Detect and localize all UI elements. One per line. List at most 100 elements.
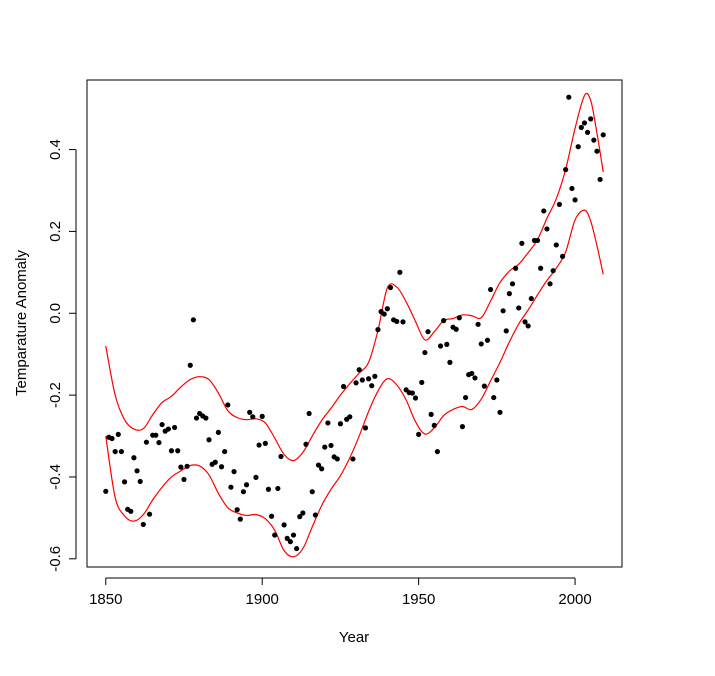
data-point (300, 510, 306, 516)
data-point (578, 124, 584, 131)
data-point (234, 507, 240, 513)
confidence-bands (105, 92, 604, 558)
data-point (563, 167, 569, 173)
data-point (231, 469, 237, 475)
data-point (175, 448, 181, 454)
data-point (247, 409, 253, 415)
data-point (319, 466, 325, 472)
data-point (572, 197, 578, 203)
data-point (297, 514, 303, 520)
data-point (397, 269, 403, 275)
data-point (262, 440, 268, 447)
data-point (456, 315, 462, 321)
data-point (447, 359, 453, 365)
data-point (290, 532, 297, 538)
data-point (591, 137, 597, 143)
data-point (416, 431, 422, 438)
data-point (400, 319, 406, 325)
data-point (121, 479, 128, 485)
data-point (287, 539, 293, 545)
data-point (281, 522, 287, 528)
data-point (412, 395, 419, 401)
data-point (525, 323, 531, 329)
data-point (134, 468, 140, 474)
data-point (340, 383, 347, 390)
y-tick-label: -0.6 (47, 546, 64, 572)
data-point (225, 402, 231, 408)
data-point (243, 482, 250, 488)
y-tick-label: -0.2 (47, 382, 64, 408)
data-point (516, 305, 522, 311)
data-point (519, 240, 525, 246)
data-point (387, 284, 394, 291)
data-point (222, 448, 228, 455)
data-point (303, 441, 309, 447)
y-tick-label: -0.4 (47, 464, 64, 490)
data-point (369, 383, 375, 389)
data-point (312, 512, 318, 518)
data-point (513, 265, 519, 271)
data-point (206, 437, 212, 443)
data-point (462, 394, 469, 401)
data-point (553, 242, 559, 248)
data-point (500, 308, 506, 314)
data-point (559, 253, 566, 259)
data-point (153, 432, 159, 438)
upper-band-line (105, 92, 604, 462)
data-point (294, 545, 300, 552)
data-point (522, 319, 528, 325)
data-point (488, 286, 494, 293)
data-point (372, 373, 378, 379)
data-point (469, 370, 475, 377)
data-point (212, 459, 218, 465)
data-point (272, 532, 278, 538)
data-point (337, 421, 344, 427)
data-point (550, 268, 556, 274)
data-point (494, 377, 500, 383)
y-tick-label: 0.0 (47, 303, 64, 324)
data-point (218, 464, 225, 470)
data-point (541, 208, 547, 214)
data-point (128, 508, 134, 514)
data-point (575, 144, 581, 150)
data-point (444, 341, 450, 347)
data-point (481, 383, 487, 389)
data-point (181, 476, 187, 483)
data-point (394, 318, 400, 325)
data-point (259, 413, 265, 419)
data-point (428, 411, 434, 417)
data-point (143, 439, 150, 445)
x-tick-label: 1950 (402, 591, 435, 608)
data-point (503, 328, 509, 334)
data-point (422, 349, 428, 356)
x-axis: 1850 1900 1950 2000 (89, 577, 592, 608)
data-point (237, 516, 243, 522)
y-axis-title: Temparature Anomaly (13, 250, 30, 396)
data-point (588, 116, 594, 122)
data-point (359, 377, 365, 383)
plot-frame (86, 79, 623, 568)
data-point (215, 429, 221, 435)
data-point (384, 306, 390, 312)
data-point (131, 455, 137, 461)
data-point (109, 435, 115, 442)
data-point (353, 380, 359, 386)
data-point (431, 422, 437, 428)
data-point (140, 521, 146, 528)
data-point (250, 414, 256, 420)
data-point (115, 431, 121, 438)
x-tick-label: 1900 (246, 591, 279, 608)
data-point (118, 448, 125, 455)
data-point (472, 375, 478, 381)
data-point (325, 420, 331, 426)
data-point (165, 426, 171, 432)
x-tick-label: 1850 (89, 591, 122, 608)
data-point (178, 464, 184, 470)
data-point (315, 462, 322, 468)
data-point (350, 456, 356, 462)
data-point (190, 317, 196, 323)
data-point (425, 329, 431, 335)
data-point (453, 326, 459, 332)
data-point (306, 410, 312, 417)
data-point (506, 291, 512, 297)
